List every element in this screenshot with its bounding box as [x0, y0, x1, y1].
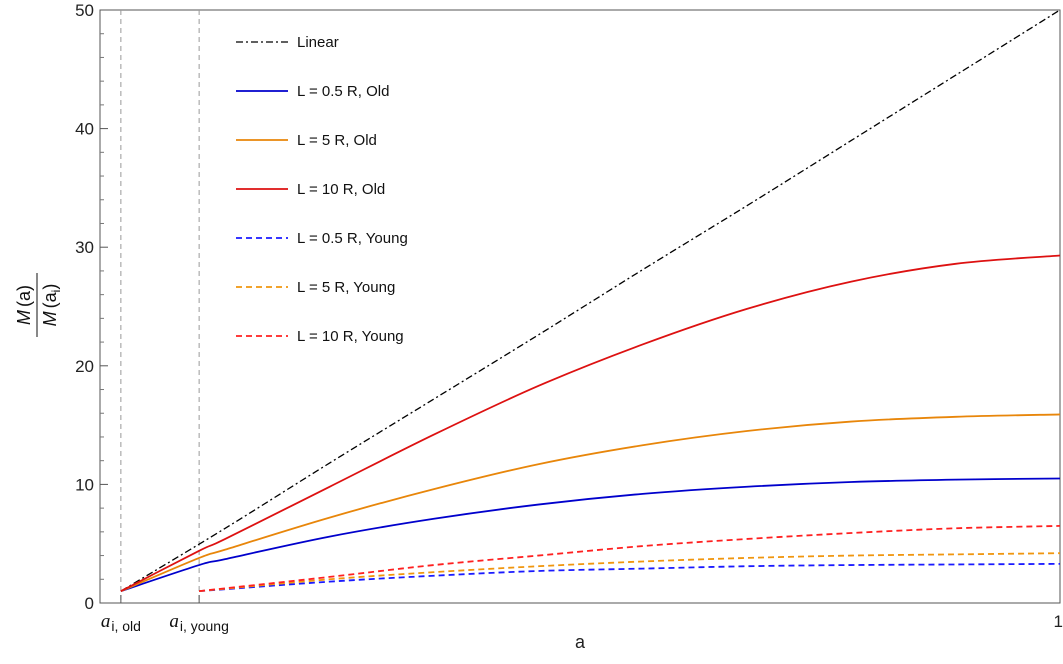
legend-label-6: L = 10 R, Young [297, 328, 404, 345]
series-line-0 [120, 9, 1061, 592]
y-tick-label-0: 0 [85, 594, 94, 613]
x-tick-label-0: ai, old [101, 611, 141, 634]
series-line-2 [120, 413, 1061, 592]
y-axis-label: M (a) M (ai) [14, 273, 63, 337]
x-tick-label-main-0: a [101, 611, 111, 632]
x-tick-label-sub-0: i, old [111, 618, 141, 634]
legend-label-1: L = 0.5 R, Old [297, 83, 389, 100]
reference-lines [120, 10, 200, 603]
legend-label-0: Linear [297, 34, 339, 51]
y-num-arg: (a) [14, 285, 34, 307]
x-axis-label: a [575, 632, 586, 652]
series-line-1 [120, 477, 1061, 592]
legend-label-4: L = 0.5 R, Young [297, 230, 408, 247]
x-axis: ai, old ai, young 1 [101, 595, 1063, 634]
y-tick-label-1: 10 [75, 475, 94, 494]
legend-label-2: L = 5 R, Old [297, 132, 377, 149]
y-tick-label-2: 20 [75, 357, 94, 376]
y-num-main: M [14, 310, 34, 325]
series-line-5 [199, 552, 1061, 593]
x-tick-label-1: ai, young [169, 611, 229, 634]
x-tick-label-sub-1: i, young [180, 618, 229, 634]
y-den-close: ) [40, 284, 60, 290]
series-line-4 [199, 562, 1061, 593]
x-tick-label-2: 1 [1054, 612, 1063, 631]
y-axis: 0 10 20 30 40 50 [75, 1, 108, 613]
legend: Linear L = 0.5 R, Old L = 5 R, Old L = 10 R… [236, 34, 408, 345]
y-den-sub: i [49, 290, 63, 293]
x-tick-label-main-1: a [169, 611, 179, 632]
legend-label-5: L = 5 R, Young [297, 279, 395, 296]
y-tick-label-5: 50 [75, 1, 94, 20]
y-tick-label-3: 30 [75, 238, 94, 257]
y-axis-label-denominator: M (ai) [40, 284, 63, 327]
y-den-open: (a [40, 291, 60, 308]
plot-frame [99, 9, 1061, 604]
y-den-main: M [40, 311, 60, 326]
series-layer [120, 9, 1061, 593]
series-line-6 [199, 525, 1061, 593]
series-line-3 [120, 254, 1061, 592]
y-axis-label-numerator: M (a) [14, 285, 34, 325]
legend-label-3: L = 10 R, Old [297, 181, 385, 198]
y-tick-label-4: 40 [75, 120, 94, 139]
